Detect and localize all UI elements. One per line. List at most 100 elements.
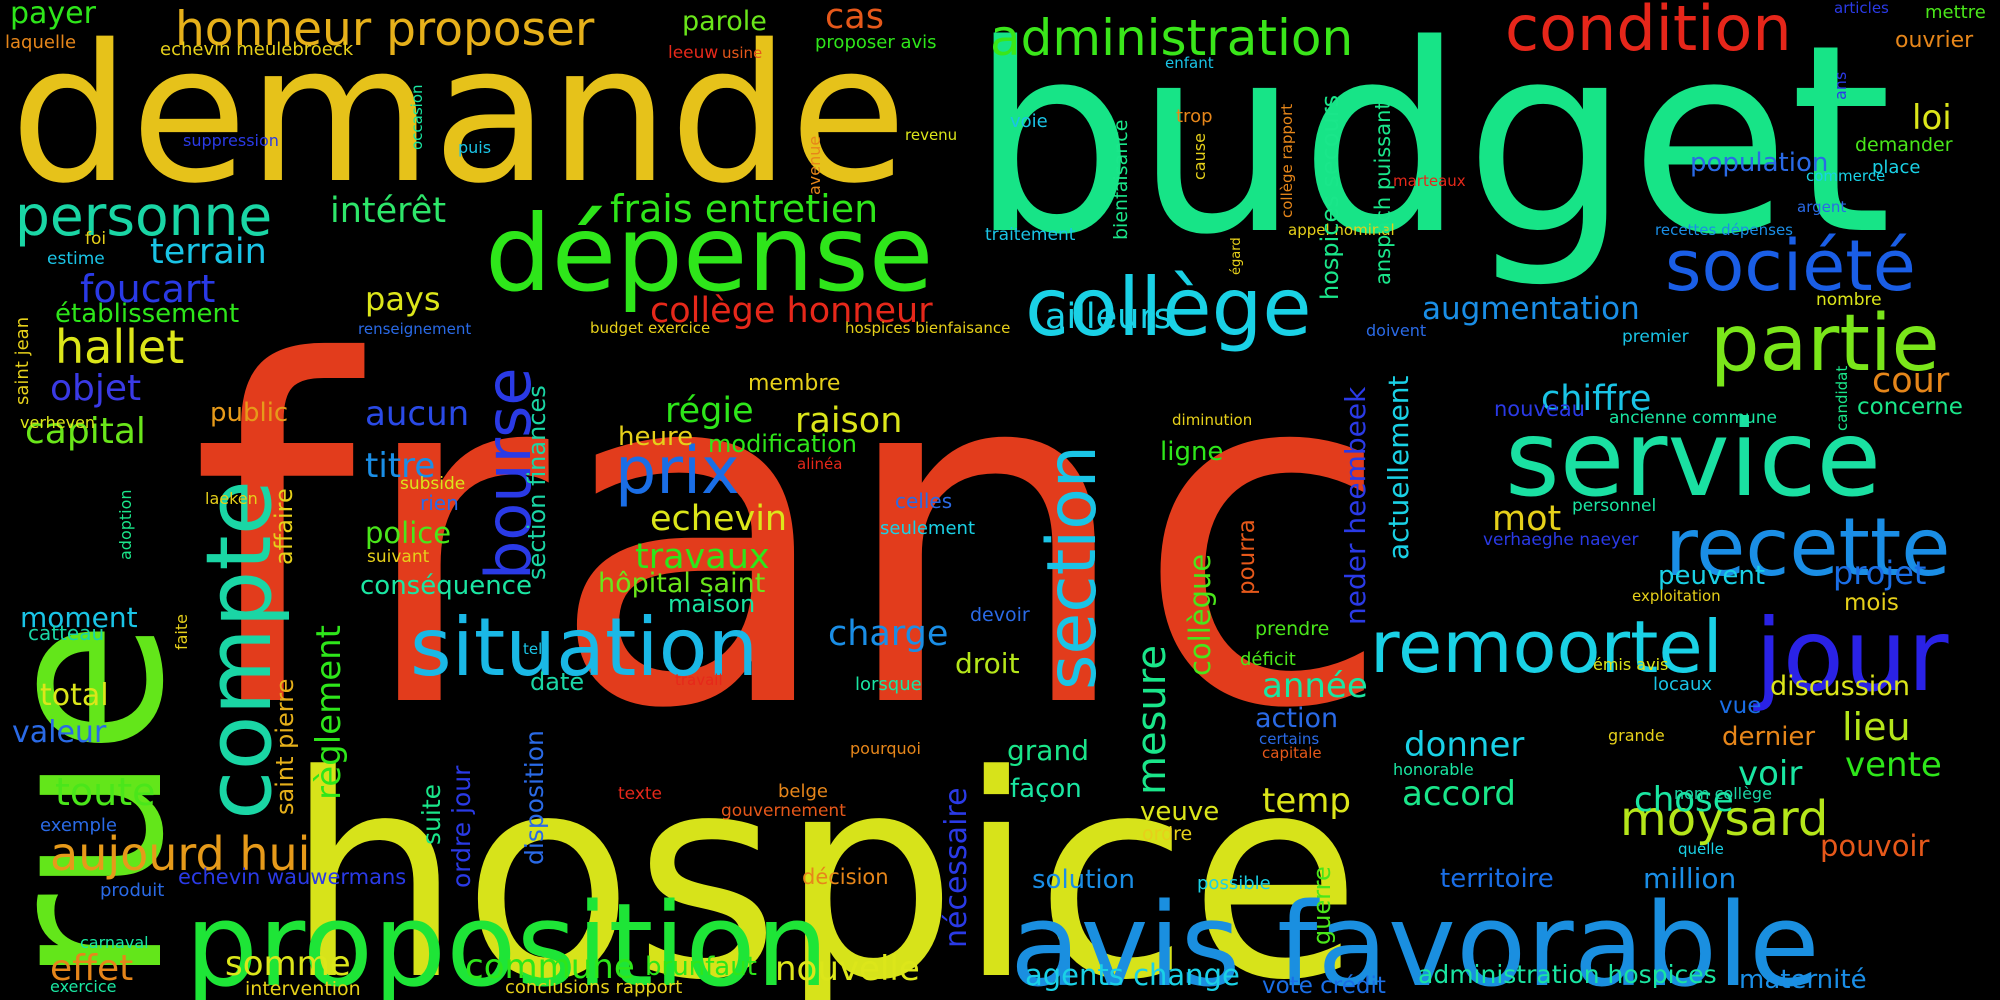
cloud-word: budget [970,0,1892,292]
cloud-word: cas [825,0,884,37]
cloud-word: saint pierre [271,679,299,815]
cloud-word: ailleurs [1045,297,1172,337]
cloud-word: agents change [1025,958,1240,992]
cloud-word: année [1262,666,1368,706]
cloud-word: concerne [1857,394,1963,420]
cloud-word: recettes dépenses [1655,221,1793,239]
cloud-word: veuve [1140,797,1219,827]
cloud-word: pourquoi [850,739,921,758]
cloud-word: gouvernement [721,801,846,821]
cloud-word: aucun [365,394,469,434]
cloud-word: titre [365,446,435,486]
cloud-word: action [1255,703,1338,734]
cloud-word: guerre [1308,866,1336,945]
cloud-word: place [1872,157,1920,178]
cloud-word: décision [802,865,889,889]
cloud-word: lieu [1842,705,1911,749]
cloud-word: émis avis [1593,655,1668,674]
cloud-word: hallet [55,320,184,374]
cloud-word: toute [55,770,156,814]
cloud-word: texte [618,784,662,804]
cloud-word: foi [85,229,106,249]
cloud-word: devoir [970,604,1030,626]
cloud-word: aujourd hui [50,827,310,881]
cloud-word: loi [1912,98,1952,138]
cloud-word: proposer avis [815,32,937,53]
cloud-word: grand [1007,734,1089,767]
cloud-word: maison [668,590,755,618]
cloud-word: exemple [40,815,117,836]
cloud-word: augmentation [1422,291,1640,327]
cloud-word: membre [748,371,840,396]
cloud-word: voir [1738,754,1802,794]
cloud-word: service [1505,398,1881,520]
cloud-word: ordre jour [447,765,476,888]
cloud-word: demande [10,4,907,225]
cloud-word: carnaval [80,933,149,952]
cloud-word: capital [25,411,146,452]
cloud-word: faite [172,614,191,650]
cloud-word: pouvoir [1820,829,1929,863]
cloud-word: honneur proposer [175,2,595,57]
cloud-word: certains [1259,730,1319,748]
cloud-word: honorable [1393,760,1474,779]
cloud-word: laeken [205,489,258,508]
cloud-word: seulement [880,518,975,539]
cloud-word: dépense [485,193,933,315]
cloud-word: grande [1608,726,1665,745]
cloud-word: proposition [185,879,829,1000]
cloud-word: somme [225,944,351,984]
cloud-word: voie [1010,111,1048,132]
cloud-word: moysard [1620,791,1828,847]
cloud-word: solution [1032,865,1135,895]
cloud-word: laquelle [5,32,76,53]
cloud-word: diminution [1172,411,1252,429]
cloud-word: doivent [1366,321,1426,340]
cloud-word: belge [778,781,828,802]
cloud-word: suivant [367,547,430,567]
cloud-word: mettre [1925,2,1986,23]
cloud-word: estime [47,249,105,269]
cloud-word: leeuw [668,43,718,63]
cloud-word: personnel [1572,496,1656,516]
cloud-word: objet [50,368,141,409]
cloud-word: traitement [985,225,1076,245]
cloud-word: neder heembeek [1339,386,1372,625]
cloud-word: section finances [523,385,551,580]
cloud-word: franc [190,264,1393,811]
cloud-word: locaux [1653,674,1712,695]
cloud-word: hospices bienfaisance [845,319,1010,337]
cloud-word: collègue [1183,554,1217,676]
cloud-word: population [1690,148,1828,178]
cloud-word: conséquence [360,571,532,601]
cloud-word: heure [618,422,693,452]
cloud-word: déficit [1240,649,1296,670]
cloud-word: enfant [1165,54,1214,72]
cloud-word: ans [1831,72,1850,100]
cloud-word: jour [1753,597,1949,714]
cloud-word: revenu [905,126,957,144]
cloud-word: condition [1505,0,1792,65]
cloud-word: raison [795,401,902,441]
cloud-word: situation [410,601,758,694]
cloud-word: ouvrier [1895,28,1974,53]
cloud-word: suppression [183,131,279,150]
cloud-word: date [530,668,584,696]
cloud-word: capitale [1262,744,1322,762]
cloud-word: ancienne commune [1609,408,1777,428]
cloud-word: quelle [1678,840,1724,858]
cloud-word: marteaux [1393,172,1466,190]
cloud-word: société [1665,225,1916,307]
cloud-word: mesure [1129,645,1175,795]
cloud-word: valeur [12,715,107,750]
cloud-word: subside [400,474,465,494]
cloud-word: cour [1872,361,1950,401]
cloud-word: pays [365,280,441,318]
cloud-word: égard [1229,237,1244,275]
cloud-word: public [210,398,288,428]
cloud-word: saint jean [12,317,33,405]
cloud-word: cause [1190,133,1209,180]
cloud-word: verheven [20,413,95,432]
cloud-word: commune [465,947,635,987]
